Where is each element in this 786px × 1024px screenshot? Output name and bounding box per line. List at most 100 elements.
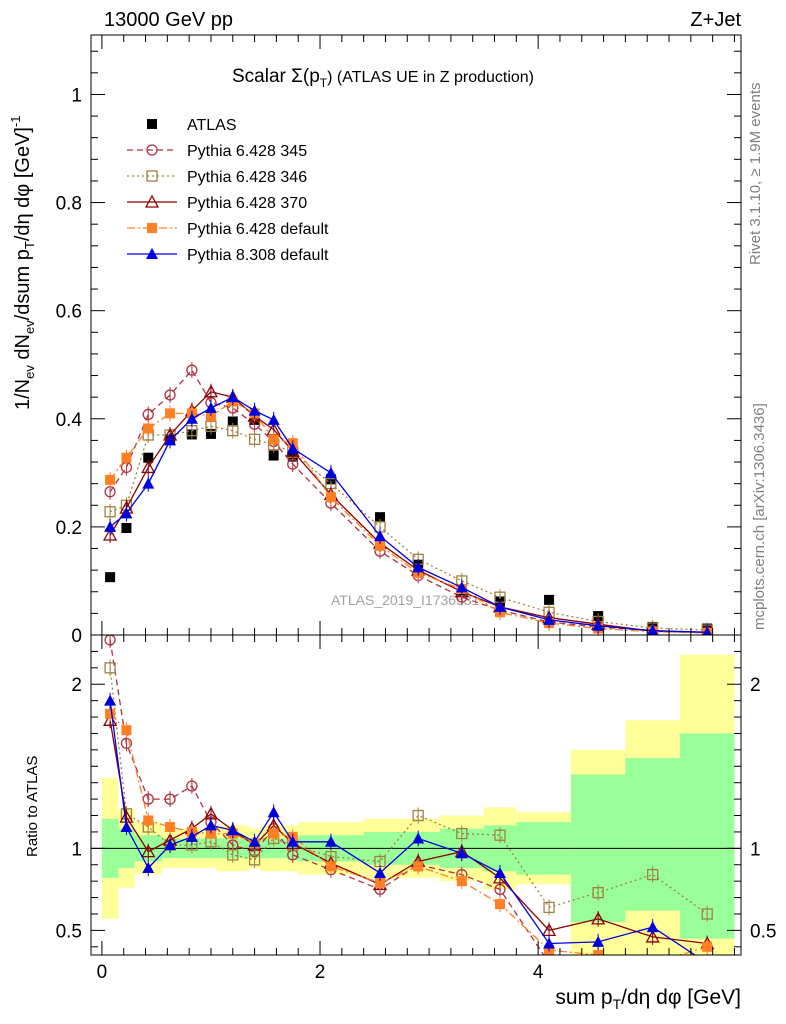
band-green-bin xyxy=(625,758,680,911)
main-point-p6def xyxy=(325,492,336,503)
main-y-tick-label: 0.6 xyxy=(56,302,82,323)
main-y-tick-label: 0.2 xyxy=(56,518,82,539)
ratio-point-p345 xyxy=(186,780,198,792)
legend-label-pythia-6-428-345: Pythia 6.428 345 xyxy=(187,143,307,160)
main-point-atlas xyxy=(544,594,555,605)
ratio-point-p6def xyxy=(413,861,424,872)
main-point-p345 xyxy=(142,408,154,421)
main-point-p8def xyxy=(592,619,605,631)
ratio-point-p8def xyxy=(142,862,155,874)
main-y-tick-labels: 0 0.2 0.4 0.6 0.8 1 xyxy=(56,85,83,647)
main-point-p6def xyxy=(143,423,154,434)
ratio-point-p370 xyxy=(141,844,156,858)
main-y-tick-label: 1 xyxy=(71,85,82,106)
main-point-p8def xyxy=(142,477,155,489)
band-green-bin xyxy=(679,733,735,939)
ratio-point-p346 xyxy=(412,809,424,822)
title-prefix: Scalar xyxy=(232,66,291,87)
ratio-point-p6def xyxy=(121,725,132,736)
title-sub: T xyxy=(320,76,328,90)
main-y-tick-label: 0 xyxy=(71,626,82,647)
main-point-p8def xyxy=(267,413,280,425)
ratio-y-axis-label: Ratio to ATLAS xyxy=(24,756,41,857)
ylabel-a: 1/N xyxy=(12,379,34,410)
main-point-p370 xyxy=(141,460,156,474)
ratio-point-p8def xyxy=(204,819,217,831)
main-point-p8def xyxy=(455,581,468,593)
xlabel-b: /dη dφ [GeV] xyxy=(621,986,741,1009)
legend-label-pythia-6-428-370: Pythia 6.428 370 xyxy=(187,195,307,212)
main-point-atlas xyxy=(121,522,132,533)
legend-label-pythia-6-428-346: Pythia 6.428 346 xyxy=(187,169,307,186)
ratio-point-p370 xyxy=(591,911,606,925)
legend-marker-atlas xyxy=(147,119,157,129)
main-point-p8def xyxy=(248,404,261,416)
ratio-point-p8def xyxy=(646,921,659,933)
main-point-p6def xyxy=(205,411,216,422)
main-point-p8def xyxy=(647,624,659,635)
ylabel-d-sup: -1 xyxy=(8,115,23,127)
ratio-point-p6def xyxy=(494,899,505,910)
main-point-p8def xyxy=(493,600,506,612)
ratio-point-p8def xyxy=(324,835,337,847)
main-point-p8def xyxy=(164,434,177,446)
ratio-point-p370 xyxy=(645,929,660,943)
header-process-label: Z+Jet xyxy=(690,9,741,31)
ylabel-a-sub: ev xyxy=(22,365,37,379)
ratio-point-p6def xyxy=(268,828,279,839)
mcplots-label: mcplots.cern.ch [arXiv:1306.3436] xyxy=(751,403,768,630)
legend: ATLAS Pythia 6.428 345 Pythia 6.428 346 … xyxy=(127,117,329,264)
main-point-p345 xyxy=(186,364,198,376)
main-y-axis-label: 1/Nev dNev/dsum pT/dη dφ [GeV]-1 xyxy=(8,115,37,410)
ratio-point-p8def xyxy=(412,832,425,844)
plot-title: Scalar Σ(pT) (ATLAS UE in Z production) xyxy=(232,66,534,90)
main-point-atlas xyxy=(227,416,238,427)
ratio-y-tick-labels: 0.5 1 2 0.5 1 2 xyxy=(56,675,777,942)
main-point-p6def xyxy=(105,474,116,485)
main-point-p6def xyxy=(268,434,279,445)
main-point-p6def xyxy=(121,452,132,463)
ratio-point-p345 xyxy=(164,793,176,805)
main-y-tick-label: 0.8 xyxy=(56,194,82,215)
x-tick-label: 4 xyxy=(533,962,544,983)
main-point-atlas xyxy=(143,452,154,463)
x-tick-label: 0 xyxy=(97,962,108,983)
main-point-p8def xyxy=(412,561,425,573)
main-point-p8def xyxy=(120,507,133,519)
ratio-point-p6def xyxy=(205,828,216,839)
ratio-point-p345 xyxy=(104,635,116,646)
ratio-point-p6def xyxy=(593,950,604,955)
ratio-point-p8def xyxy=(226,824,239,836)
ratio-y-tick-label-right: 0.5 xyxy=(750,921,776,942)
main-y-tick-label: 0.4 xyxy=(56,410,83,431)
rivet-version-label: Rivet 3.1.10, ≥ 1.9M events xyxy=(747,83,764,266)
ratio-point-p346 xyxy=(592,886,604,899)
ratio-point-p8def xyxy=(104,694,117,706)
main-point-p8def xyxy=(324,466,337,478)
ratio-y-tick-label: 1 xyxy=(71,839,82,860)
ratio-y-tick-label-right: 1 xyxy=(750,839,761,860)
ratio-point-p6def xyxy=(375,877,386,888)
ratio-point-p345 xyxy=(142,793,154,805)
ratio-point-p8def xyxy=(493,866,506,878)
legend-marker-p6def xyxy=(147,223,157,233)
legend-marker-p345 xyxy=(146,144,158,156)
main-series-p8def xyxy=(104,389,712,635)
title-sigma: Σ(p xyxy=(291,66,320,87)
legend-label-atlas: ATLAS xyxy=(187,117,237,134)
main-point-p346 xyxy=(248,433,261,445)
main-point-p345 xyxy=(164,389,176,401)
analysis-watermark: ATLAS_2019_I1736531 xyxy=(331,592,480,608)
ratio-point-p346 xyxy=(248,854,261,866)
main-point-p8def xyxy=(185,412,198,424)
ratio-point-p8def xyxy=(185,830,198,842)
legend-marker-p346 xyxy=(146,170,158,182)
ratio-point-p345 xyxy=(593,966,603,976)
main-point-p8def xyxy=(702,626,712,635)
ratio-point-p8def xyxy=(267,806,280,818)
ylabel-c: /dsum p xyxy=(12,249,34,320)
ratio-point-p346 xyxy=(543,901,555,914)
main-point-p8def xyxy=(226,391,239,403)
main-point-atlas xyxy=(268,450,279,461)
